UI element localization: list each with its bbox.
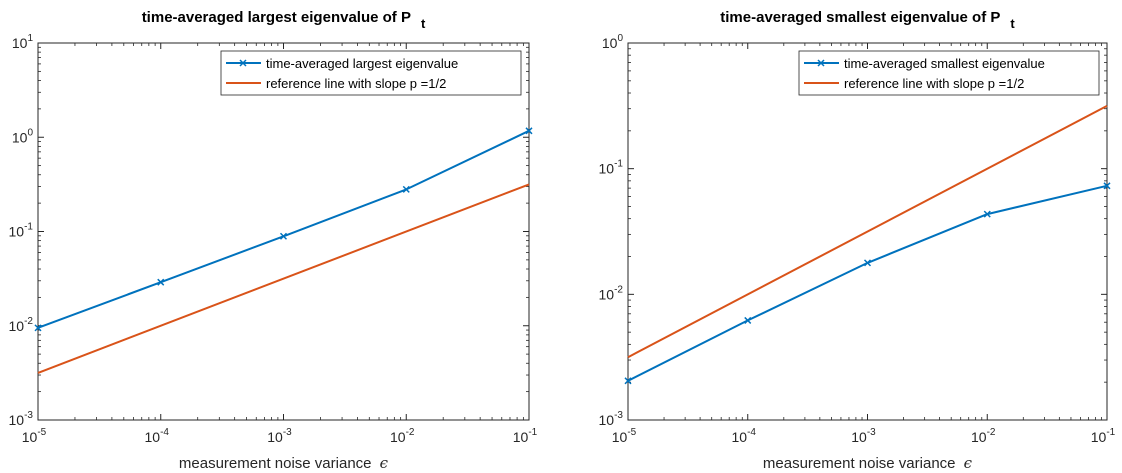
x-axis-label: measurement noise variance ϵ	[763, 454, 973, 472]
legend: time-averaged largest eigenvalue referenc…	[220, 50, 522, 96]
data-point-marker	[983, 210, 991, 218]
chart-1: 10-5 10-4 10-3 10-2 10-1 10-3 10-2 10-1 100 101 ti…	[9, 9, 538, 472]
legend-entry-label: time-averaged largest eigenvalue	[266, 56, 458, 71]
x-tick-label: 10-5	[612, 427, 637, 445]
x-tick-label: 10-2	[390, 427, 415, 445]
y-tick-label: 10-3	[599, 410, 624, 428]
x-tick-label: 10-4	[732, 427, 757, 445]
legend-entry-label: time-averaged smallest eigenvalue	[844, 56, 1045, 71]
legend-marker	[239, 59, 247, 67]
data-point-marker	[157, 278, 165, 286]
data-point-marker	[402, 185, 410, 193]
x-tick-label: 10-2	[971, 427, 996, 445]
y-tick-label: 10-3	[9, 410, 34, 428]
data-point-marker	[1103, 182, 1111, 190]
legend-entry-label: reference line with slope p =1/2	[844, 76, 1024, 91]
series-line-2	[627, 105, 1108, 359]
x-tick-label: 10-1	[1091, 427, 1116, 445]
axes-box	[37, 42, 530, 421]
series-line-2	[37, 183, 530, 374]
y-tick-label: 10-1	[599, 159, 624, 177]
x-axis-label: measurement noise variance ϵ	[179, 454, 389, 472]
legend-marker	[817, 59, 825, 67]
data-point-marker	[279, 232, 288, 240]
data-point-marker	[863, 259, 872, 267]
chart-2: 10-5 10-4 10-3 10-2 10-1 10-3 10-2 10-1 100 time-…	[599, 9, 1116, 472]
y-tick-label: 100	[12, 127, 34, 145]
legend-box	[220, 50, 522, 96]
y-tick-label: 101	[12, 33, 34, 51]
y-tick-label: 10-1	[9, 222, 34, 240]
x-tick-label: 10-4	[145, 427, 170, 445]
x-tick-label: 10-3	[267, 427, 292, 445]
x-tick-label: 10-5	[22, 427, 47, 445]
x-tick-label: 10-1	[513, 427, 538, 445]
data-point-marker	[34, 324, 42, 332]
data-point-marker	[525, 127, 533, 135]
y-tick-label: 10-2	[599, 284, 624, 302]
data-point-marker	[744, 316, 752, 324]
legend-box	[798, 50, 1100, 96]
legend: time-averaged smallest eigenvalue referen…	[798, 50, 1100, 96]
data-point-marker	[624, 377, 632, 385]
legend-entry-label: reference line with slope p =1/2	[266, 76, 446, 91]
x-tick-label: 10-3	[851, 427, 876, 445]
y-tick-label: 10-2	[9, 316, 34, 334]
y-tick-label: 100	[602, 33, 624, 51]
